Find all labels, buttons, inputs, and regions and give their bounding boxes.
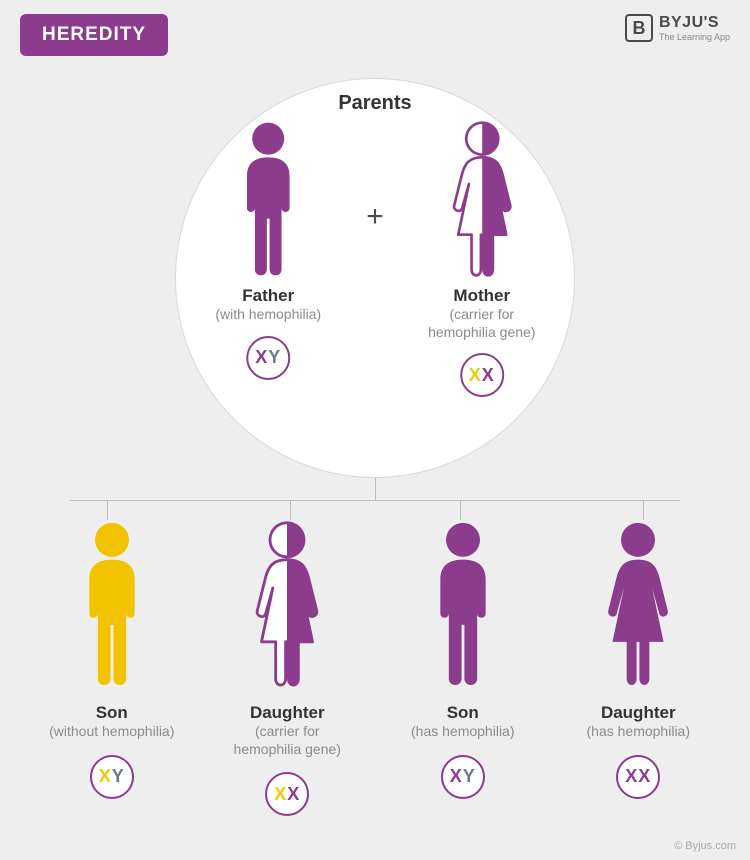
child-2-genotype: XX (265, 772, 309, 816)
mother-label: Mother (453, 286, 510, 306)
parent-father: Father (with hemophilia) XY (198, 120, 338, 380)
brand-text: BYJU'S The Learning App (659, 14, 730, 42)
father-desc: (with hemophilia) (215, 306, 321, 324)
brand-logo-icon: B (625, 14, 653, 42)
child-2: Daughter (carrier forhemophilia gene) XX (207, 520, 367, 816)
child-2-figure-icon (240, 520, 334, 695)
copyright-text: © Byjus.com (674, 840, 736, 852)
parent-mother: Mother (carrier forhemophilia gene) XX (412, 120, 552, 397)
child-1-genotype: XY (90, 755, 134, 799)
mother-figure-icon (438, 120, 526, 280)
child-3-figure-icon (416, 520, 510, 695)
child-1: Son (without hemophilia) XY (32, 520, 192, 816)
child-4-desc: (has hemophilia) (587, 723, 691, 741)
brand-name: BYJU'S (659, 14, 730, 32)
father-label: Father (242, 286, 294, 306)
child-2-label: Daughter (250, 703, 325, 723)
parents-row: Father (with hemophilia) XY + Mother (ca… (198, 120, 552, 397)
parents-heading: Parents (0, 92, 750, 115)
child-1-label: Son (96, 703, 128, 723)
brand-block: B BYJU'S The Learning App (625, 14, 730, 42)
child-4: Daughter (has hemophilia) XX (558, 520, 718, 816)
father-genotype: XY (246, 336, 290, 380)
child-4-figure-icon (591, 520, 685, 695)
title-badge: HEREDITY (20, 14, 168, 56)
children-row: Son (without hemophilia) XY Daughter (ca… (0, 520, 750, 816)
plus-symbol: + (366, 200, 384, 234)
child-3: Son (has hemophilia) XY (383, 520, 543, 816)
father-figure-icon (224, 120, 312, 280)
child-4-genotype: XX (616, 755, 660, 799)
mother-desc: (carrier forhemophilia gene) (428, 306, 535, 341)
brand-tagline: The Learning App (659, 32, 730, 42)
child-4-label: Daughter (601, 703, 676, 723)
child-3-genotype: XY (441, 755, 485, 799)
mother-genotype: XX (460, 353, 504, 397)
child-3-desc: (has hemophilia) (411, 723, 515, 741)
child-2-desc: (carrier forhemophilia gene) (234, 723, 341, 758)
child-3-label: Son (447, 703, 479, 723)
child-1-desc: (without hemophilia) (49, 723, 174, 741)
child-1-figure-icon (65, 520, 159, 695)
